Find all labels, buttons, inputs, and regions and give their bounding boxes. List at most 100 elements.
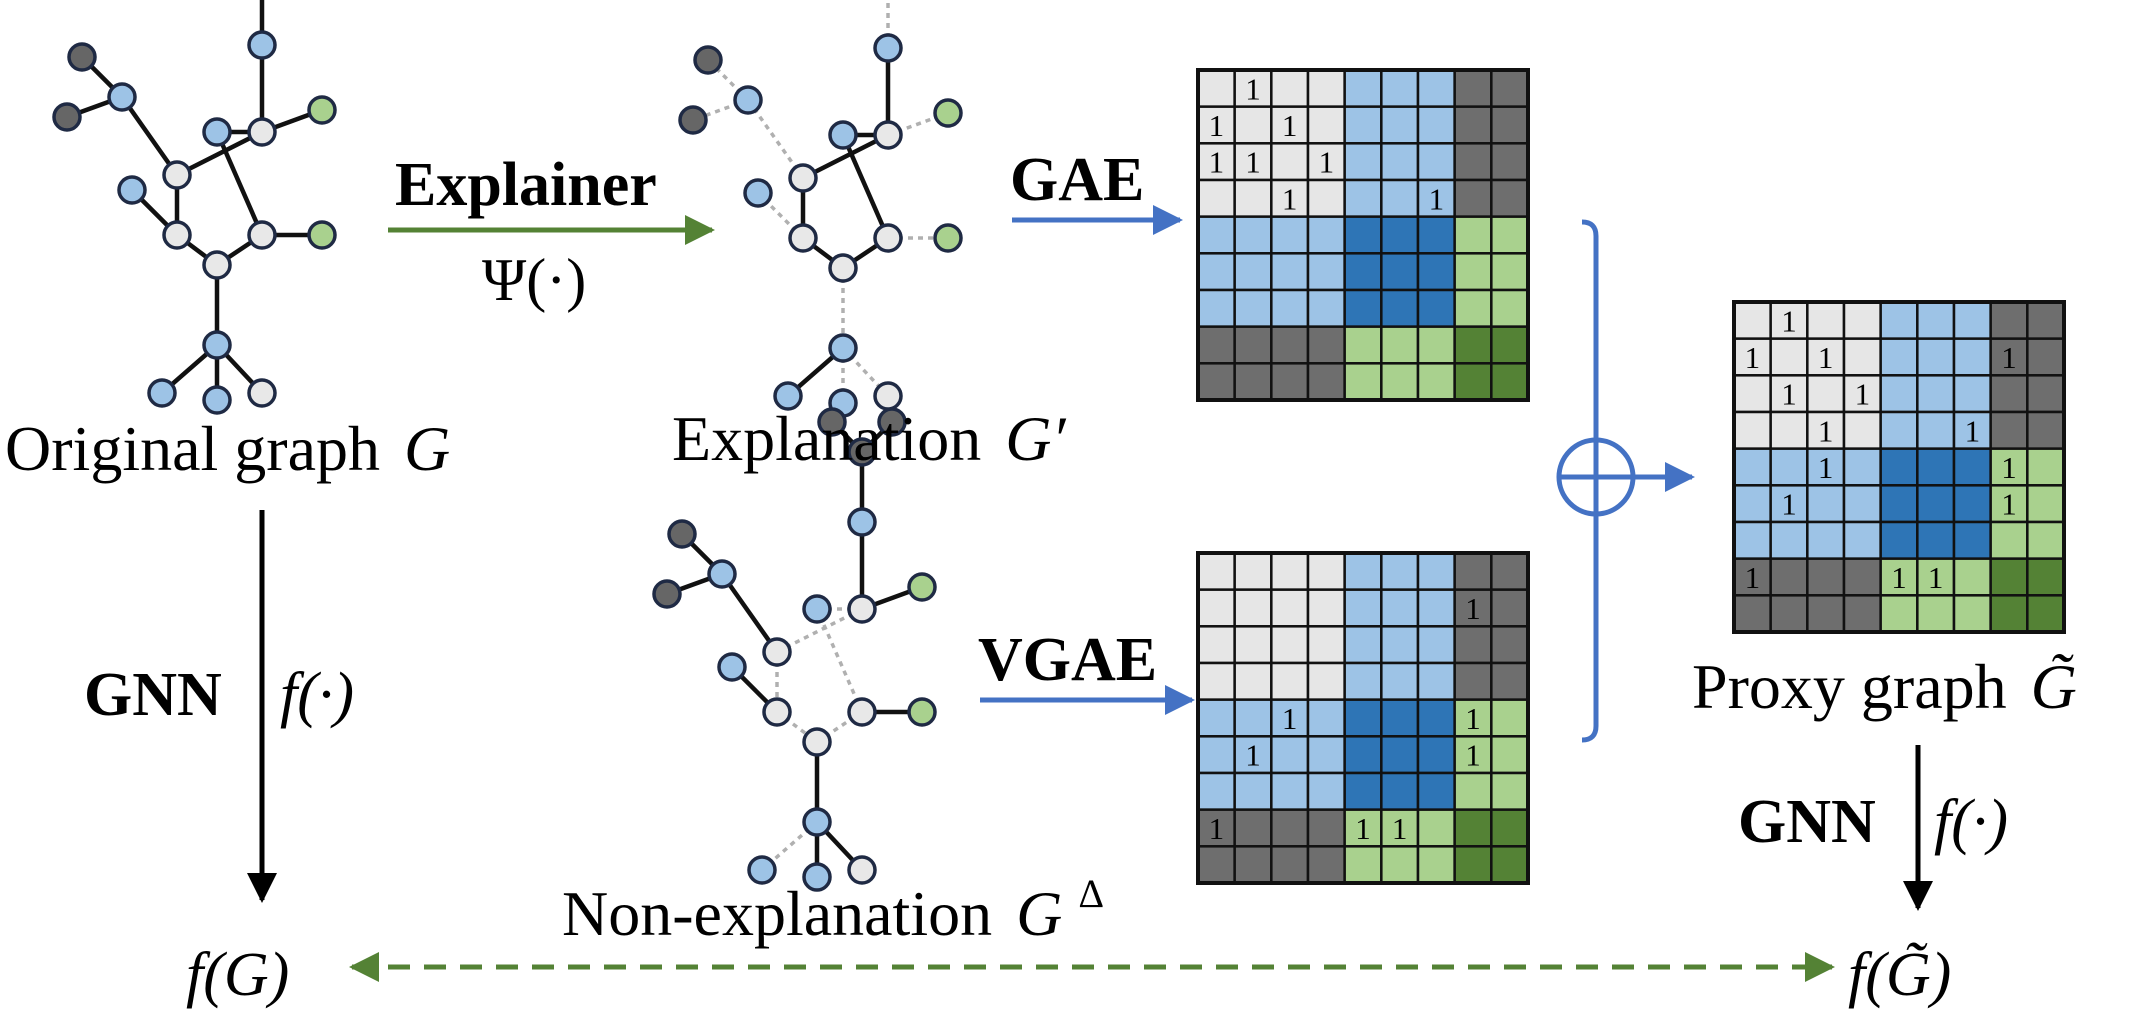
graph-node (52, 102, 82, 132)
matrix-cell (1306, 325, 1346, 365)
matrix-one: 1 (1855, 377, 1871, 412)
graph-node (652, 579, 682, 609)
matrix-cell (1196, 215, 1236, 255)
graph-node (907, 697, 937, 727)
matrix-cell (1490, 178, 1530, 218)
matrix-cell (1306, 845, 1346, 885)
matrix-cell (1233, 142, 1273, 182)
graph-node (847, 594, 877, 624)
matrix-cell (1233, 771, 1273, 811)
matrix-cell (1270, 588, 1310, 628)
matrix-cell (1343, 215, 1383, 255)
matrix-cell (2026, 300, 2066, 340)
matrix-cell (1380, 362, 1420, 402)
matrix-cell (1879, 337, 1919, 377)
graph-node (762, 637, 792, 667)
matrix-cell (1233, 105, 1273, 145)
oplus-text: ⊕ (0, 0, 1, 1)
matrix-cell (1343, 105, 1383, 145)
matrix-cell (1380, 588, 1420, 628)
psi-label: Ψ(·) (482, 247, 586, 313)
graph-node (802, 862, 832, 892)
matrix-cell (1952, 300, 1992, 340)
matrix-cell (1343, 551, 1383, 591)
matrix-cell (1306, 588, 1346, 628)
gnn-left-label: GNN (84, 661, 222, 729)
matrix-cell (1416, 845, 1456, 885)
matrix-cell (1453, 68, 1493, 108)
matrix-cell (1233, 252, 1273, 292)
matrix-cell (1490, 215, 1530, 255)
matrix-cell (1416, 698, 1456, 738)
matrix-one: 1 (1209, 108, 1225, 143)
matrix-cell (2026, 594, 2066, 634)
matrix-cell (1879, 447, 1919, 487)
matrix-cell (1490, 771, 1530, 811)
matrix-cell (1343, 288, 1383, 328)
matrix-cell (1233, 845, 1273, 885)
matrix-cell (1343, 625, 1383, 665)
matrix-one: 1 (1319, 145, 1335, 180)
graph-node (307, 220, 337, 250)
matrix-cell (1453, 105, 1493, 145)
matrix-cell (1270, 288, 1310, 328)
matrix-cell (1732, 520, 1772, 560)
matrix-cell (1806, 520, 1846, 560)
matrix-cell (1490, 362, 1530, 402)
matrix-one: 1 (1429, 181, 1445, 216)
matrix-cell (1270, 252, 1310, 292)
matrix-cell (1306, 252, 1346, 292)
matrix-cell (1343, 698, 1383, 738)
matrix-cell (1879, 520, 1919, 560)
matrix-border (1196, 68, 1530, 402)
f-G-label: f(G) (186, 941, 289, 1009)
matrix-cell (1233, 215, 1273, 255)
explainer-label: Explainer (395, 151, 657, 219)
graph-node (117, 175, 147, 205)
matrix-cell (1196, 362, 1236, 402)
matrix-cell (1416, 661, 1456, 701)
matrix-cell (2026, 410, 2066, 450)
matrix-cell (1343, 68, 1383, 108)
matrix-one: 1 (1781, 377, 1797, 412)
matrix-cell (1196, 325, 1236, 365)
matrix-cell (1989, 557, 2029, 597)
matrix-cell (1196, 698, 1236, 738)
graph-node (873, 120, 903, 150)
matrix-cell (1416, 771, 1456, 811)
matrix-cell (1343, 252, 1383, 292)
matrix-one: 1 (1818, 450, 1834, 485)
graph-node (202, 250, 232, 280)
graph-node (667, 519, 697, 549)
graph-node (202, 330, 232, 360)
matrix-one: 1 (1245, 71, 1261, 106)
graph-node (202, 385, 232, 415)
matrix-cell (1769, 557, 1809, 597)
matrix-one: 1 (1282, 701, 1298, 736)
matrix-cell (1490, 105, 1530, 145)
matrix-cell (1453, 771, 1493, 811)
matrix-cell (1306, 698, 1346, 738)
matrix-cell (1343, 325, 1383, 365)
matrix-cell (1196, 68, 1236, 108)
matrix-cell (1233, 288, 1273, 328)
matrix-cell (1453, 288, 1493, 328)
graph-node (802, 807, 832, 837)
matrix-cell (1343, 588, 1383, 628)
matrix-cell (1270, 735, 1310, 775)
graph-node (202, 117, 232, 147)
matrix-one: 1 (1392, 811, 1408, 846)
matrix-one: 1 (1245, 145, 1261, 180)
matrix-cell (1916, 410, 1956, 450)
matrix-cell (1306, 735, 1346, 775)
matrix-one: 1 (1465, 701, 1481, 736)
matrix-cell (1380, 551, 1420, 591)
matrix-cell (1233, 325, 1273, 365)
matrix-cell (1952, 484, 1992, 524)
graph-node (873, 33, 903, 63)
matrix-cell (1806, 557, 1846, 597)
matrix-cell (1416, 105, 1456, 145)
original-graph-caption: Original graph G (5, 413, 450, 484)
matrix-cell (1842, 410, 1882, 450)
